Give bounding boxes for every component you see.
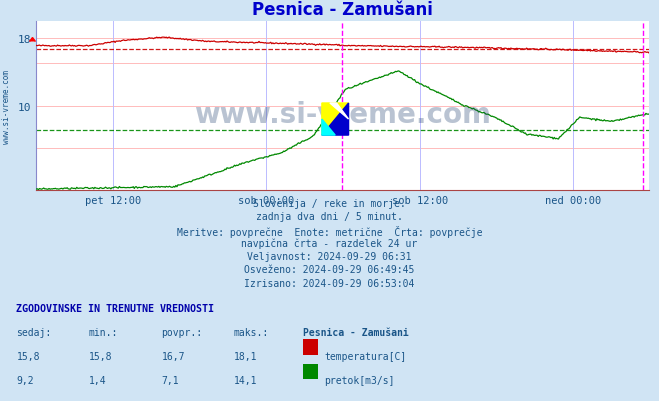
Text: 18,1: 18,1: [234, 351, 258, 361]
Polygon shape: [330, 104, 349, 120]
Polygon shape: [322, 104, 349, 136]
Text: 14,1: 14,1: [234, 375, 258, 385]
Text: maks.:: maks.:: [234, 327, 269, 337]
Text: pretok[m3/s]: pretok[m3/s]: [324, 375, 395, 385]
Text: 15,8: 15,8: [16, 351, 40, 361]
Text: sedaj:: sedaj:: [16, 327, 51, 337]
Text: temperatura[C]: temperatura[C]: [324, 351, 407, 361]
Text: Pesnica - Zamušani: Pesnica - Zamušani: [303, 327, 409, 337]
Polygon shape: [322, 120, 335, 136]
Text: navpična črta - razdelek 24 ur: navpična črta - razdelek 24 ur: [241, 238, 418, 249]
Text: min.:: min.:: [89, 327, 119, 337]
Text: 15,8: 15,8: [89, 351, 113, 361]
Text: Izrisano: 2024-09-29 06:53:04: Izrisano: 2024-09-29 06:53:04: [244, 278, 415, 288]
Text: Slovenija / reke in morje.: Slovenija / reke in morje.: [253, 198, 406, 209]
Text: 1,4: 1,4: [89, 375, 107, 385]
Polygon shape: [322, 104, 349, 136]
Text: Veljavnost: 2024-09-29 06:31: Veljavnost: 2024-09-29 06:31: [247, 251, 412, 261]
Text: www.si-vreme.com: www.si-vreme.com: [3, 69, 11, 143]
Text: povpr.:: povpr.:: [161, 327, 202, 337]
Text: Meritve: povprečne  Enote: metrične  Črta: povprečje: Meritve: povprečne Enote: metrične Črta:…: [177, 225, 482, 237]
Text: 7,1: 7,1: [161, 375, 179, 385]
Text: 16,7: 16,7: [161, 351, 185, 361]
Text: Osveženo: 2024-09-29 06:49:45: Osveženo: 2024-09-29 06:49:45: [244, 265, 415, 275]
Text: ZGODOVINSKE IN TRENUTNE VREDNOSTI: ZGODOVINSKE IN TRENUTNE VREDNOSTI: [16, 303, 214, 313]
Text: zadnja dva dni / 5 minut.: zadnja dva dni / 5 minut.: [256, 212, 403, 222]
Text: 9,2: 9,2: [16, 375, 34, 385]
Title: Pesnica - Zamušani: Pesnica - Zamušani: [252, 1, 433, 19]
Text: www.si-vreme.com: www.si-vreme.com: [194, 101, 491, 129]
